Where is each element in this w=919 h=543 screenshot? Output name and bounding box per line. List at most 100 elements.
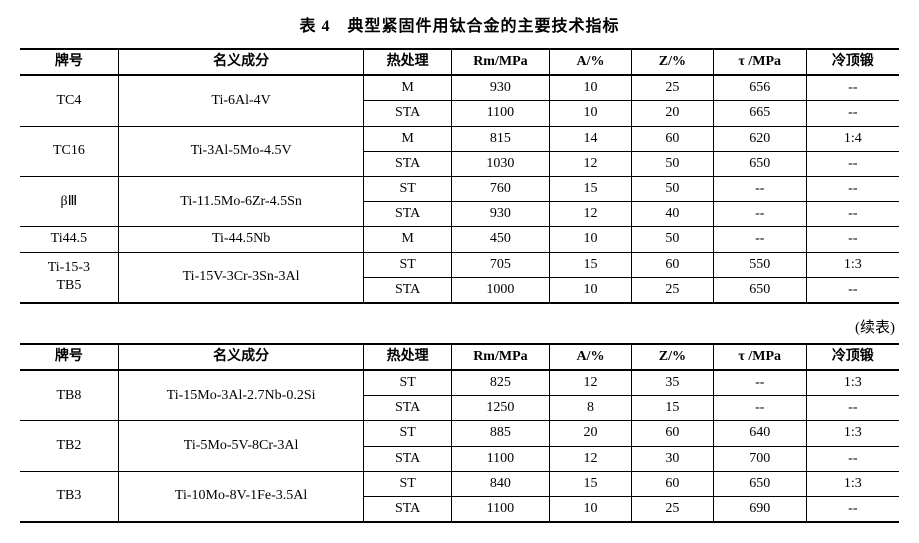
cell-z: 40 (631, 202, 713, 227)
cell-a: 12 (550, 202, 632, 227)
cell-tau: -- (713, 227, 806, 252)
table-row: TB3Ti-10Mo-8V-1Fe-3.5AlST84015606501:3 (20, 471, 899, 496)
cell-ht: M (364, 227, 451, 252)
cell-z: 50 (631, 176, 713, 201)
table-header-row: 牌号 名义成分 热处理 Rm/MPa A/% Z/% τ /MPa 冷顶锻 (20, 344, 899, 370)
table-row: βⅢTi-11.5Mo-6Zr-4.5SnST7601550---- (20, 176, 899, 201)
cell-rm: 1250 (451, 396, 549, 421)
col-a: A/% (550, 344, 632, 370)
cell-rm: 705 (451, 252, 549, 277)
cell-tau: 700 (713, 446, 806, 471)
cell-tau: 650 (713, 151, 806, 176)
cell-cf: 1:3 (806, 252, 899, 277)
col-tau: τ /MPa (713, 344, 806, 370)
cell-ht: STA (364, 202, 451, 227)
cell-a: 10 (550, 277, 632, 303)
cell-a: 15 (550, 176, 632, 201)
col-grade: 牌号 (20, 344, 118, 370)
cell-ht: STA (364, 497, 451, 523)
cell-comp: Ti-15Mo-3Al-2.7Nb-0.2Si (118, 370, 364, 421)
table-row: TB2Ti-5Mo-5V-8Cr-3AlST88520606401:3 (20, 421, 899, 446)
cell-comp: Ti-5Mo-5V-8Cr-3Al (118, 421, 364, 471)
col-rm: Rm/MPa (451, 344, 549, 370)
continued-label: (续表) (20, 316, 895, 337)
col-z: Z/% (631, 49, 713, 75)
table-2: 牌号 名义成分 热处理 Rm/MPa A/% Z/% τ /MPa 冷顶锻 TB… (20, 343, 899, 523)
cell-ht: STA (364, 277, 451, 303)
table-row: TC4Ti-6Al-4VM9301025656-- (20, 75, 899, 101)
cell-a: 20 (550, 421, 632, 446)
cell-z: 60 (631, 421, 713, 446)
col-grade: 牌号 (20, 49, 118, 75)
cell-cf: -- (806, 277, 899, 303)
cell-comp: Ti-11.5Mo-6Zr-4.5Sn (118, 176, 364, 226)
cell-cf: -- (806, 101, 899, 126)
cell-ht: ST (364, 471, 451, 496)
col-cf: 冷顶锻 (806, 49, 899, 75)
cell-tau: 620 (713, 126, 806, 151)
table-1: 牌号 名义成分 热处理 Rm/MPa A/% Z/% τ /MPa 冷顶锻 TC… (20, 48, 899, 304)
cell-rm: 885 (451, 421, 549, 446)
cell-tau: 550 (713, 252, 806, 277)
cell-comp: Ti-3Al-5Mo-4.5V (118, 126, 364, 176)
cell-grade: TB3 (20, 471, 118, 522)
cell-tau: -- (713, 176, 806, 201)
cell-comp: Ti-44.5Nb (118, 227, 364, 252)
cell-tau: 656 (713, 75, 806, 101)
cell-grade: TB8 (20, 370, 118, 421)
cell-a: 15 (550, 252, 632, 277)
cell-ht: STA (364, 101, 451, 126)
cell-cf: 1:4 (806, 126, 899, 151)
cell-ht: ST (364, 370, 451, 396)
cell-z: 15 (631, 396, 713, 421)
page: 表 4 典型紧固件用钛合金的主要技术指标 牌号 名义成分 热处理 Rm/MPa … (0, 0, 919, 543)
table-header-row: 牌号 名义成分 热处理 Rm/MPa A/% Z/% τ /MPa 冷顶锻 (20, 49, 899, 75)
cell-cf: 1:3 (806, 421, 899, 446)
cell-rm: 930 (451, 202, 549, 227)
cell-tau: -- (713, 202, 806, 227)
cell-a: 10 (550, 497, 632, 523)
cell-rm: 450 (451, 227, 549, 252)
cell-z: 50 (631, 227, 713, 252)
cell-cf: -- (806, 396, 899, 421)
cell-tau: 690 (713, 497, 806, 523)
cell-a: 10 (550, 101, 632, 126)
cell-z: 60 (631, 252, 713, 277)
cell-grade: TB2 (20, 421, 118, 471)
col-ht: 热处理 (364, 344, 451, 370)
col-cf: 冷顶锻 (806, 344, 899, 370)
cell-grade: TC4 (20, 75, 118, 126)
cell-rm: 815 (451, 126, 549, 151)
cell-rm: 1100 (451, 101, 549, 126)
cell-z: 60 (631, 471, 713, 496)
cell-a: 14 (550, 126, 632, 151)
cell-tau: 650 (713, 471, 806, 496)
cell-ht: ST (364, 252, 451, 277)
cell-z: 20 (631, 101, 713, 126)
cell-tau: 640 (713, 421, 806, 446)
cell-cf: -- (806, 151, 899, 176)
table-row: TB8Ti-15Mo-3Al-2.7Nb-0.2SiST8251235--1:3 (20, 370, 899, 396)
cell-z: 35 (631, 370, 713, 396)
cell-z: 60 (631, 126, 713, 151)
cell-cf: -- (806, 176, 899, 201)
cell-ht: STA (364, 396, 451, 421)
cell-tau: -- (713, 370, 806, 396)
cell-cf: 1:3 (806, 471, 899, 496)
cell-ht: M (364, 75, 451, 101)
cell-rm: 930 (451, 75, 549, 101)
cell-grade: βⅢ (20, 176, 118, 226)
table-row: Ti44.5Ti-44.5NbM4501050---- (20, 227, 899, 252)
cell-a: 12 (550, 370, 632, 396)
col-a: A/% (550, 49, 632, 75)
cell-cf: -- (806, 446, 899, 471)
cell-ht: ST (364, 176, 451, 201)
table-row: Ti-15-3TB5Ti-15V-3Cr-3Sn-3AlST7051560550… (20, 252, 899, 277)
cell-cf: -- (806, 497, 899, 523)
cell-tau: 650 (713, 277, 806, 303)
col-comp: 名义成分 (118, 49, 364, 75)
cell-cf: -- (806, 227, 899, 252)
cell-z: 25 (631, 277, 713, 303)
table-caption: 表 4 典型紧固件用钛合金的主要技术指标 (20, 12, 899, 36)
cell-cf: -- (806, 202, 899, 227)
